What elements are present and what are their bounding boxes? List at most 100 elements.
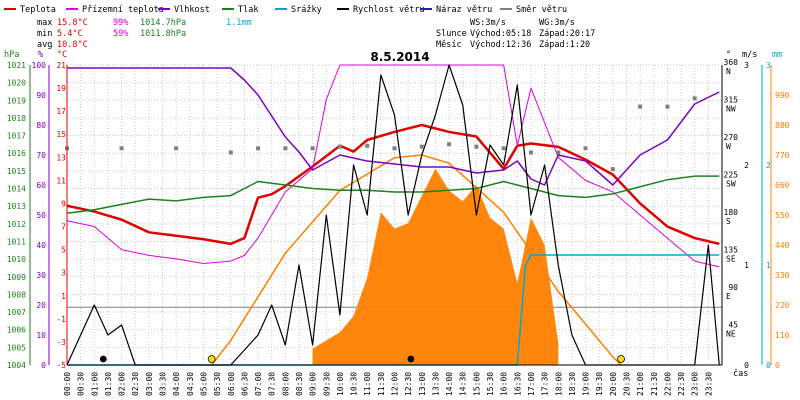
tick-temperature: 9 — [61, 199, 66, 208]
tick-temperature: 3 — [61, 269, 66, 278]
tick-solar: 110 — [775, 331, 790, 340]
tick-temperature: 13 — [56, 153, 66, 162]
tick-humidity: 100 — [32, 61, 47, 70]
tick-humidity: 30 — [36, 271, 46, 280]
moonrise-marker — [407, 355, 415, 363]
tick-hpa: 1015 — [7, 167, 26, 176]
x-tick-label: 09:30 — [322, 372, 331, 396]
tick-hpa: 1008 — [7, 290, 26, 299]
tick-wind-dir-deg: 135 — [724, 246, 739, 255]
x-tick-label: 00:30 — [77, 372, 86, 396]
tick-hpa: 1012 — [7, 220, 26, 229]
x-tick-label: 17:00 — [527, 372, 536, 396]
tick-humidity: 20 — [36, 301, 46, 310]
tick-solar: 330 — [775, 271, 790, 280]
stats-max-rain: 1.1mm — [226, 18, 252, 28]
tick-temperature: 15 — [56, 130, 66, 139]
tick-wind-speed: 3 — [744, 61, 749, 70]
wind-direction-point — [283, 146, 288, 151]
tick-solar: 990 — [775, 91, 790, 100]
x-tick-label: 03:30 — [159, 372, 168, 396]
solar-radiation-area — [312, 168, 559, 365]
x-tick-label: 19:30 — [595, 372, 604, 396]
unit-deg: ° — [726, 50, 731, 60]
x-tick-label: 23:00 — [691, 372, 700, 396]
tick-wind-dir-deg: 360 — [724, 58, 739, 67]
wind-direction-point — [310, 146, 315, 151]
x-tick-label: 18:30 — [568, 372, 577, 396]
tick-temperature: 11 — [56, 176, 66, 185]
x-tick-label: 07:00 — [254, 372, 263, 396]
x-tick-label: 06:30 — [240, 372, 249, 396]
tick-solar: 0 — [775, 361, 780, 370]
legend-label: Tlak — [238, 5, 258, 15]
moonset-text: Západ:1:20 — [539, 40, 590, 50]
x-tick-label: 19:00 — [582, 372, 591, 396]
tick-temperature: 5 — [61, 246, 66, 255]
x-tick-label: 09:00 — [309, 372, 318, 396]
tick-hpa: 1009 — [7, 273, 26, 282]
tick-wind-dir-deg: 45 — [728, 321, 738, 330]
wind-direction-point — [610, 167, 615, 172]
stats-avg-temp: 10.8°C — [57, 40, 88, 50]
x-tick-label: 15:00 — [472, 372, 481, 396]
tick-hpa: 1004 — [7, 361, 26, 370]
stats-max-hum: 99% — [113, 18, 128, 28]
wind-direction-point — [337, 144, 342, 149]
wind-direction-point — [228, 150, 233, 155]
tick-wind-dir-name: SW — [726, 180, 736, 189]
tick-wind-dir-name: SE — [726, 255, 736, 264]
series-pressure — [66, 175, 720, 214]
tick-temperature: -5 — [56, 361, 66, 370]
ws-label: WS:3m/s — [470, 18, 506, 28]
tick-hpa: 1018 — [7, 114, 26, 123]
tick-wind-dir-deg: 90 — [728, 283, 738, 292]
unit-mm: mm — [772, 50, 782, 60]
tick-temperature: -3 — [56, 338, 66, 347]
tick-solar: 880 — [775, 121, 790, 130]
x-tick-label: 04:30 — [186, 372, 195, 396]
x-tick-label: 14:30 — [459, 372, 468, 396]
tick-wind-dir-name: N — [726, 67, 731, 76]
stats-min-hum: 59% — [113, 29, 128, 39]
x-tick-label: 05:00 — [199, 372, 208, 396]
x-tick-label: 20:30 — [622, 372, 631, 396]
tick-hpa: 1011 — [7, 237, 26, 246]
x-tick-label: 06:00 — [227, 372, 236, 396]
legend-label: Náraz větru — [436, 5, 492, 15]
wind-direction-point — [365, 143, 370, 148]
wind-direction-point — [501, 146, 506, 151]
tick-humidity: 0 — [41, 361, 46, 370]
tick-solar: 770 — [775, 151, 790, 160]
x-tick-label: 15:30 — [486, 372, 495, 396]
legend-label: Směr větru — [516, 5, 567, 15]
legend-label: Vlhkost — [174, 5, 210, 15]
legend-label: Teplota — [20, 5, 56, 15]
tick-humidity: 10 — [36, 331, 46, 340]
tick-humidity: 40 — [36, 241, 46, 250]
x-tick-label: 23:30 — [704, 372, 713, 396]
legend-label: Srážky — [291, 5, 322, 15]
sunset-text: Západ:20:17 — [539, 29, 595, 39]
x-tick-label: 16:00 — [500, 372, 509, 396]
tick-hpa: 1017 — [7, 132, 26, 141]
tick-humidity: 70 — [36, 151, 46, 160]
wind-direction-point — [392, 146, 397, 151]
tick-solar: 220 — [775, 301, 790, 310]
x-tick-label: 18:00 — [554, 372, 563, 396]
wind-direction-point — [174, 146, 179, 151]
sun-label: Slunce — [436, 29, 467, 39]
x-tick-label: 13:00 — [418, 372, 427, 396]
x-tick-label: 12:30 — [404, 372, 413, 396]
x-tick-label: 01:00 — [90, 372, 99, 396]
x-tick-label: 10:00 — [336, 372, 345, 396]
x-tick-label: 02:30 — [131, 372, 140, 396]
x-tick-label: 22:00 — [663, 372, 672, 396]
series-humidity — [67, 67, 720, 186]
moon-label: Měsíc — [436, 40, 462, 50]
tick-temperature: 7 — [61, 223, 66, 232]
series-temperature — [66, 123, 720, 246]
x-tick-label: 03:00 — [145, 372, 154, 396]
unit-hpa: hPa — [4, 50, 19, 60]
stats-min-temp: 5.4°C — [57, 29, 83, 39]
